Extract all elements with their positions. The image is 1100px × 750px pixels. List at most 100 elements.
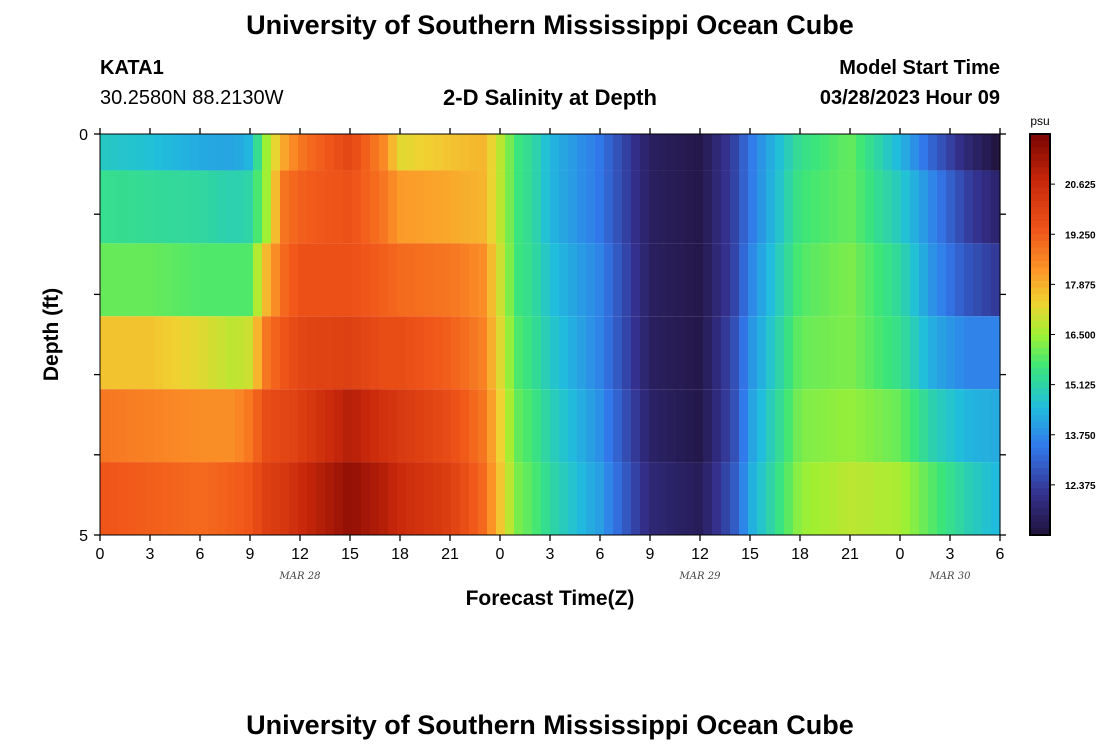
x-tick-label: 21 (841, 546, 859, 563)
heatmap-cell (658, 316, 668, 390)
heatmap-cell (253, 389, 263, 463)
heatmap-cell (442, 170, 452, 244)
heatmap-cell (991, 134, 1001, 171)
heatmap-cell (568, 243, 578, 317)
heatmap-cell (613, 316, 623, 390)
model-start-value: 03/28/2023 Hour 09 (819, 87, 1000, 109)
heatmap-cell (100, 462, 110, 535)
heatmap-cell (676, 170, 686, 244)
heatmap-cell (586, 170, 596, 244)
heatmap-cell (181, 462, 191, 535)
heatmap-cell (793, 316, 803, 390)
heatmap-cell (982, 389, 992, 463)
heatmap-cell (199, 316, 209, 390)
heatmap-cell (199, 134, 209, 171)
heatmap-cell (523, 170, 533, 244)
heatmap-cell (469, 316, 479, 390)
heatmap-cell (721, 134, 731, 171)
heatmap-cell (766, 389, 776, 463)
heatmap-cell (676, 316, 686, 390)
heatmap-cell (910, 389, 920, 463)
heatmap-cell (352, 389, 362, 463)
heatmap-cell (244, 316, 254, 390)
heatmap-cell (667, 462, 677, 535)
heatmap-cell (505, 134, 515, 171)
page-title: University of Southern Mississippi Ocean… (246, 10, 854, 40)
heatmap-cell (433, 389, 443, 463)
heatmap-cell (217, 170, 227, 244)
heatmap-cell (685, 316, 695, 390)
heatmap-cell (244, 134, 254, 171)
heatmap-cell (613, 462, 623, 535)
heatmap-cell (280, 462, 290, 535)
x-tick-label: 15 (741, 546, 759, 563)
colorbar-segment (1030, 387, 1050, 396)
heatmap-cell (991, 243, 1001, 317)
x-tick-label: 0 (896, 546, 905, 563)
y-tick-label: 5 (79, 528, 88, 545)
heatmap-cell (946, 243, 956, 317)
x-tick-label: 0 (96, 546, 105, 563)
x-tick-label: 3 (546, 546, 555, 563)
heatmap-cell (451, 316, 461, 390)
heatmap-cell (946, 134, 956, 171)
heatmap-cell (955, 243, 965, 317)
heatmap-cell (163, 170, 173, 244)
heatmap-cell (352, 462, 362, 535)
heatmap-cell (109, 389, 119, 463)
heatmap-cell (172, 462, 182, 535)
heatmap-cell (469, 462, 479, 535)
heatmap-cell (775, 243, 785, 317)
heatmap-cell (802, 243, 812, 317)
heatmap-cell (658, 243, 668, 317)
heatmap-cell (901, 243, 911, 317)
colorbar-segment (1030, 147, 1050, 155)
heatmap-cell (370, 462, 380, 535)
colorbar-segment (1030, 187, 1050, 195)
heatmap-cell (100, 389, 110, 463)
heatmap-cell (505, 462, 515, 535)
heatmap-cell (262, 134, 272, 171)
heatmap-cell (730, 462, 740, 535)
heatmap-cell (478, 134, 488, 171)
heatmap-cell (901, 170, 911, 244)
heatmap-cell (946, 170, 956, 244)
heatmap-cell (883, 462, 893, 535)
heatmap-cell (712, 243, 722, 317)
x-date-label: MAR 30 (929, 571, 972, 582)
station-coordinates: 30.2580N 88.2130W (100, 87, 284, 109)
heatmap-cell (820, 462, 830, 535)
heatmap-cell (874, 243, 884, 317)
heatmap-cell (694, 243, 704, 317)
colorbar-segment (1030, 468, 1050, 476)
colorbar-segment (1030, 167, 1050, 175)
heatmap-cell (289, 170, 299, 244)
colorbar-segment (1030, 254, 1050, 262)
heatmap-cell (226, 462, 236, 535)
heatmap-cell (343, 134, 353, 171)
heatmap-cell (406, 316, 416, 390)
heatmap-cell (937, 462, 947, 535)
heatmap-cell (577, 389, 587, 463)
heatmap-cell (928, 134, 938, 171)
heatmap-cell (217, 243, 227, 317)
heatmap-cell (703, 134, 713, 171)
heatmap-cell (937, 316, 947, 390)
heatmap-cell (874, 389, 884, 463)
heatmap-cell (532, 243, 542, 317)
heatmap-cell (865, 462, 875, 535)
heatmap-cell (730, 134, 740, 171)
heatmap-cell (388, 316, 398, 390)
colorbar-tick-label: 19.250 (1065, 230, 1096, 241)
heatmap-cell (748, 389, 758, 463)
heatmap-cell (253, 462, 263, 535)
heatmap-cell (460, 389, 470, 463)
heatmap-cell (820, 134, 830, 171)
heatmap-cell (217, 462, 227, 535)
heatmap-cell (433, 134, 443, 171)
heatmap-cell (208, 170, 218, 244)
colorbar-segment (1030, 240, 1050, 249)
x-tick-label: 9 (246, 546, 255, 563)
heatmap-cell (874, 170, 884, 244)
heatmap-cell (541, 389, 551, 463)
